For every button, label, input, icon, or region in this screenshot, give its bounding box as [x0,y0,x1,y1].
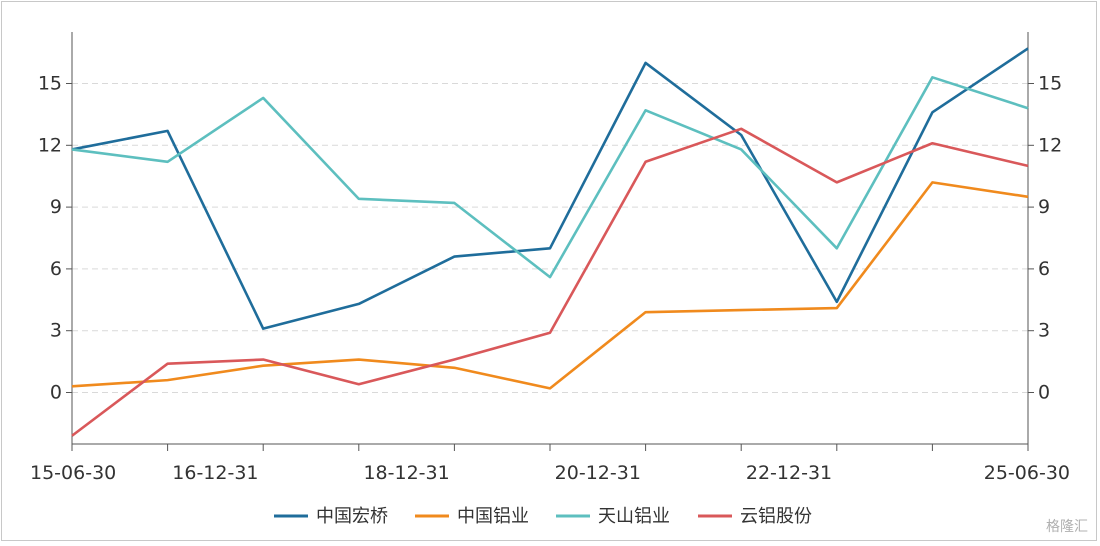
series-line [71,127,1029,437]
y-tick-label-right: 3 [1038,320,1050,342]
legend-label: 中国宏桥 [316,506,388,527]
y-tick-label-right: 6 [1038,258,1050,280]
x-tick-label: 15-06-30 [30,462,116,484]
x-tick-label: 25-06-30 [984,462,1070,484]
axes: 0 0 3 3 6 6 9 9 12 12 15 15 15-06-30 16-12-31 18-12-31… [30,32,1070,484]
legend-label: 云铝股份 [740,506,812,527]
series-line [71,76,1029,279]
y-tick-label-left: 12 [38,134,62,156]
series-line [71,47,1029,330]
y-tick-label-left: 6 [50,258,62,280]
x-tick-label: 22-12-31 [746,462,832,484]
legend-label: 天山铝业 [598,506,670,527]
x-tick-label: 16-12-31 [172,462,258,484]
y-tick-label-right: 0 [1038,382,1050,404]
y-tick-label-left: 0 [50,382,62,404]
y-tick-label-right: 12 [1038,134,1062,156]
y-tick-label-left: 3 [50,320,62,342]
legend-label: 中国铝业 [457,506,529,527]
series-lines [71,47,1029,437]
y-tick-label-right: 15 [1038,73,1062,95]
y-tick-label-left: 9 [50,196,62,218]
x-tick-label: 20-12-31 [555,462,641,484]
watermark-text: 格隆汇 [1046,519,1088,535]
legend: 中国宏桥 中国铝业 天山铝业 云铝股份 [274,506,812,527]
x-tick-label: 18-12-31 [363,462,449,484]
series-line [71,181,1029,390]
y-tick-label-left: 15 [38,73,62,95]
y-tick-label-right: 9 [1038,196,1050,218]
